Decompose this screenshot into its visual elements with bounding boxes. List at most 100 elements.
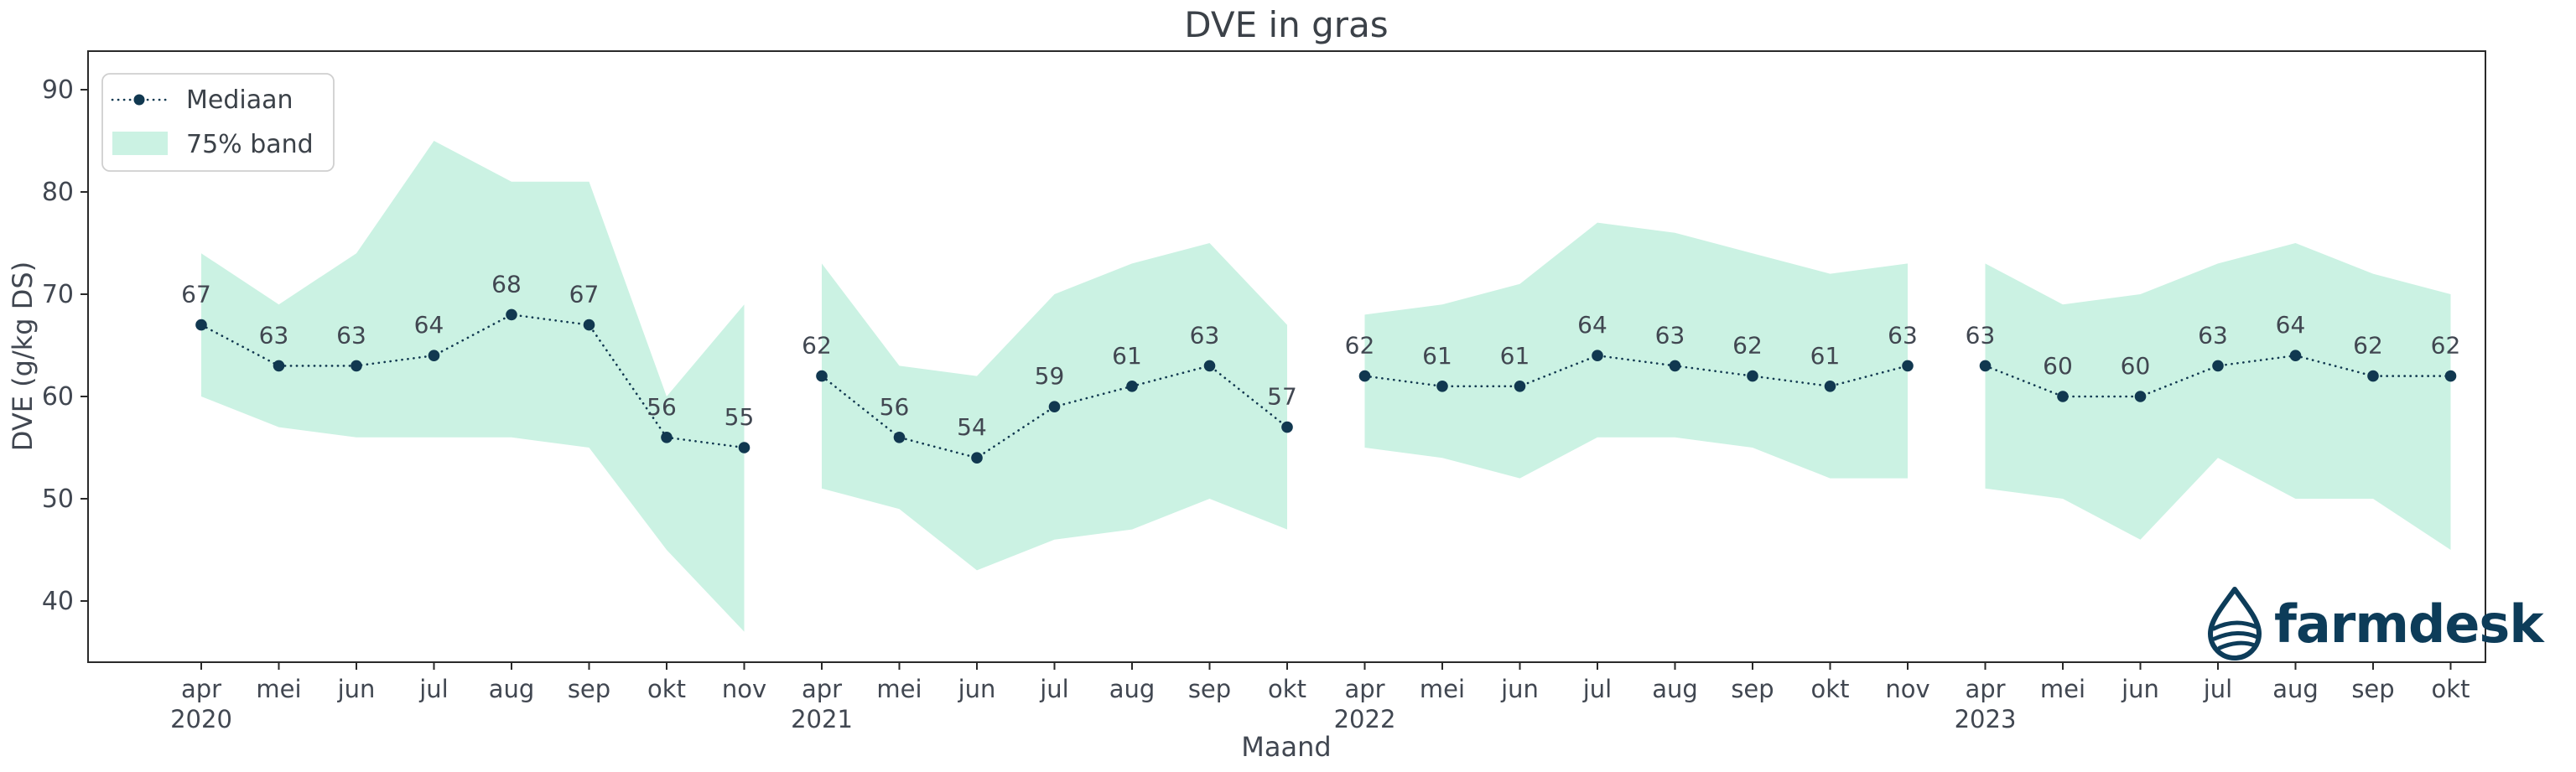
month-tick-label: jul [1039, 675, 1069, 703]
month-tick-label: sep [1188, 675, 1231, 703]
median-dot-icon [133, 94, 145, 106]
data-point [1592, 350, 1603, 362]
data-point [1514, 381, 1526, 392]
data-value-label: 63 [2198, 321, 2228, 349]
data-value-label: 63 [1966, 321, 1996, 349]
band-2020 [201, 141, 745, 632]
data-value-label: 61 [1112, 342, 1142, 370]
data-value-label: 63 [1888, 321, 1918, 349]
data-point [816, 370, 828, 382]
year-tick-label: 2022 [1334, 705, 1396, 733]
data-point [893, 432, 906, 443]
data-point [2134, 391, 2147, 402]
month-tick-label: aug [489, 675, 535, 703]
data-point [351, 360, 362, 372]
month-tick-label: nov [1885, 675, 1929, 703]
data-value-label: 63 [1190, 321, 1220, 349]
chart-layer: 405060708090apr202067mei63jun63jul64aug6… [42, 75, 2470, 733]
data-value-label: 62 [802, 332, 832, 360]
month-tick-label: sep [568, 675, 610, 703]
data-value-label: 62 [1345, 332, 1375, 360]
y-tick-label: 90 [42, 75, 74, 105]
farmdesk-logo-text: farmdesk [2274, 593, 2545, 655]
month-tick-label: okt [2432, 675, 2470, 703]
legend-band-label: 75% band [186, 130, 314, 159]
y-tick-label: 50 [42, 484, 74, 514]
data-value-label: 54 [957, 413, 987, 441]
data-point [2367, 370, 2379, 382]
data-value-label: 63 [1655, 321, 1685, 349]
month-tick-label: apr [1344, 675, 1384, 703]
data-point [2212, 360, 2224, 372]
month-tick-label: jun [1500, 675, 1539, 703]
data-value-label: 64 [1577, 311, 1607, 339]
month-tick-label: apr [1965, 675, 2005, 703]
data-value-label: 60 [2043, 352, 2073, 380]
month-tick-label: mei [876, 675, 922, 703]
farmdesk-droplet-icon [2208, 587, 2262, 661]
x-axis-label: Maand [1241, 731, 1331, 763]
month-tick-label: okt [1811, 675, 1850, 703]
data-point [1436, 381, 1448, 392]
year-tick-label: 2020 [170, 705, 232, 733]
month-tick-label: jul [418, 675, 449, 703]
y-tick-label: 70 [42, 280, 74, 309]
data-point [1126, 381, 1138, 392]
data-point [1979, 360, 1992, 372]
data-point [583, 319, 595, 331]
data-value-label: 64 [414, 311, 444, 339]
month-tick-label: okt [1268, 675, 1306, 703]
month-tick-label: apr [802, 675, 842, 703]
data-value-label: 63 [259, 321, 289, 349]
data-value-label: 57 [1267, 383, 1297, 411]
farmdesk-logo: farmdesk [2208, 587, 2546, 661]
month-tick-label: jul [2203, 675, 2233, 703]
year-tick-label: 2021 [791, 705, 853, 733]
data-value-label: 64 [2276, 311, 2306, 339]
data-point [428, 350, 440, 362]
data-point [1824, 381, 1836, 392]
month-tick-label: apr [181, 675, 221, 703]
legend-median-label: Mediaan [186, 85, 293, 115]
y-tick-label: 40 [42, 587, 74, 616]
data-value-label: 62 [1732, 332, 1763, 360]
month-tick-label: mei [2040, 675, 2085, 703]
data-point [273, 360, 285, 372]
data-point [2057, 391, 2069, 402]
legend: Mediaan 75% band [101, 73, 335, 172]
month-tick-label: jun [337, 675, 376, 703]
data-point [971, 452, 983, 464]
month-tick-label: aug [1652, 675, 1698, 703]
data-point [2289, 350, 2302, 362]
data-value-label: 67 [181, 281, 211, 308]
data-value-label: 59 [1035, 362, 1065, 390]
month-tick-label: mei [256, 675, 301, 703]
month-tick-label: sep [1731, 675, 1774, 703]
data-value-label: 68 [491, 270, 522, 298]
data-point [1902, 360, 1914, 372]
y-tick-label: 60 [42, 382, 74, 412]
data-point [2444, 370, 2457, 382]
month-tick-label: mei [1420, 675, 1465, 703]
data-point [661, 432, 673, 443]
month-tick-label: jul [1582, 675, 1613, 703]
data-value-label: 61 [1422, 342, 1452, 370]
month-tick-label: aug [1109, 675, 1156, 703]
chart-title: DVE in gras [1184, 4, 1388, 45]
data-point [1747, 370, 1758, 382]
band-2023 [1985, 243, 2451, 550]
median-line-2020 [200, 313, 745, 449]
month-tick-label: aug [2272, 675, 2319, 703]
data-point [506, 308, 517, 321]
data-point [738, 442, 750, 453]
y-tick-label: 80 [42, 178, 74, 207]
data-point [195, 319, 207, 331]
year-tick-label: 2023 [1955, 705, 2017, 733]
month-tick-label: sep [2351, 675, 2394, 703]
month-tick-label: jun [958, 675, 996, 703]
data-value-label: 56 [880, 393, 910, 421]
data-value-label: 61 [1810, 342, 1841, 370]
month-tick-label: jun [2121, 675, 2159, 703]
